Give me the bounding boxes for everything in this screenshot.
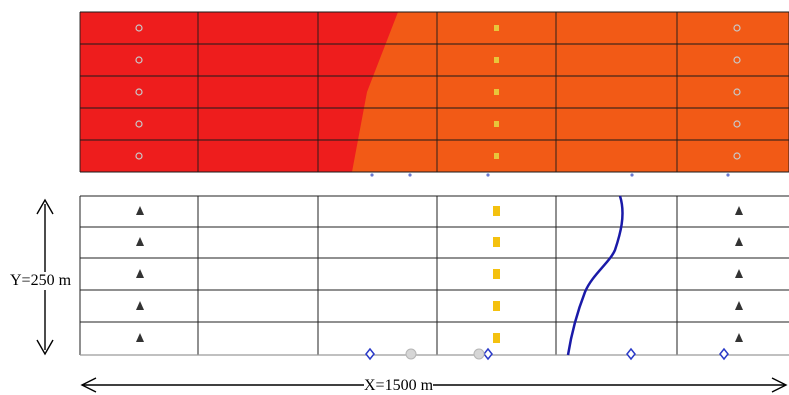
extraction-well-icon <box>494 89 499 95</box>
heatmap-band-orange-red <box>352 12 789 172</box>
heatmap-gridlines <box>79 11 789 173</box>
well-marker-icon <box>733 24 741 32</box>
y-dimension-label: Y=250 m <box>10 272 72 290</box>
well-marker-icon <box>135 24 143 32</box>
well-marker-icon <box>733 152 741 160</box>
well-marker-icon <box>733 56 741 64</box>
extraction-well-icon <box>494 25 499 31</box>
boundary-dot <box>486 173 490 177</box>
heatmap-wells <box>135 24 741 177</box>
extraction-well-icon <box>494 57 499 63</box>
boundary-dot <box>630 173 634 177</box>
extraction-well-icon <box>494 153 499 159</box>
boundary-dot <box>726 173 730 177</box>
well-marker-icon <box>135 56 143 64</box>
heatmap-bands <box>80 12 789 172</box>
well-marker-icon <box>733 120 741 128</box>
well-marker-icon <box>135 120 143 128</box>
boundary-dot <box>370 173 374 177</box>
boundary-dot <box>408 173 412 177</box>
well-marker-icon <box>135 152 143 160</box>
well-marker-icon <box>135 88 143 96</box>
x-dimension-label: X=1500 m <box>364 377 434 395</box>
well-marker-icon <box>733 88 741 96</box>
extraction-well-icon <box>494 121 499 127</box>
